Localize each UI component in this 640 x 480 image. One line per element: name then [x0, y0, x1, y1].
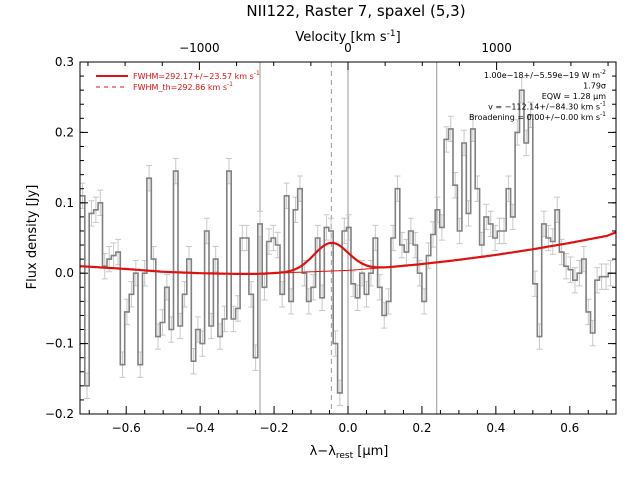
annotation-4: Broadening = 0.00+/−0.00 km s-1: [469, 111, 606, 122]
y-tick-label-1: −0.1: [45, 337, 74, 351]
top-axis-label: Velocity [km s-1]: [295, 29, 400, 45]
x-tick-label-5: 0.4: [486, 421, 505, 435]
axes: [79, 61, 617, 415]
y-tick-label-3: 0.1: [55, 196, 74, 210]
x-tick-label-1: −0.4: [186, 421, 215, 435]
legend-label-fit: FWHM=292.17+/−23.57 km s-1: [133, 70, 260, 81]
annotation-3: v = −112.14+/−84.30 km s-1: [488, 101, 606, 112]
x-tick-label-4: 0.2: [412, 421, 431, 435]
top-tick-label-2: 1000: [481, 41, 512, 55]
y-tick-label-4: 0.2: [55, 125, 74, 139]
x-tick-label-2: −0.2: [259, 421, 288, 435]
y-tick-label-0: −0.2: [45, 407, 74, 421]
top-tick-label-0: −1000: [179, 41, 220, 55]
x-tick-label-3: 0.0: [338, 421, 357, 435]
x-tick-label-6: 0.6: [560, 421, 579, 435]
legend: FWHM=292.17+/−23.57 km s-1 FWHM_th=292.8…: [96, 70, 260, 92]
spectrum-series: [80, 89, 613, 394]
top-tick-label-1: 0: [344, 41, 352, 55]
y-tick-label-5: 0.3: [55, 55, 74, 69]
tick-labels: −0.6 −0.4 −0.2 0.0 0.2 0.4 0.6 −0.2 −0.1 0.0 0.1 0.…: [45, 41, 579, 435]
spectrum-line: [80, 89, 613, 394]
fit-line: [79, 231, 617, 275]
annotation-2: EQW = 1.28 μm: [542, 92, 606, 101]
annotation-0: 1.00e−18+/−5.59e−19 W m-2: [484, 69, 606, 80]
y-tick-label-2: 0.0: [55, 266, 74, 280]
fit-series: [79, 231, 617, 275]
y-axis-label: Flux density [Jy]: [25, 185, 40, 290]
x-tick-label-0: −0.6: [112, 421, 141, 435]
legend-label-thermal: FWHM_th=292.86 km s-1: [133, 81, 233, 92]
annotation-1: 1.79σ: [583, 82, 606, 91]
x-axis-label: λ−λrest [μm]: [310, 444, 389, 461]
chart-title: NII122, Raster 7, spaxel (5,3): [246, 2, 465, 20]
